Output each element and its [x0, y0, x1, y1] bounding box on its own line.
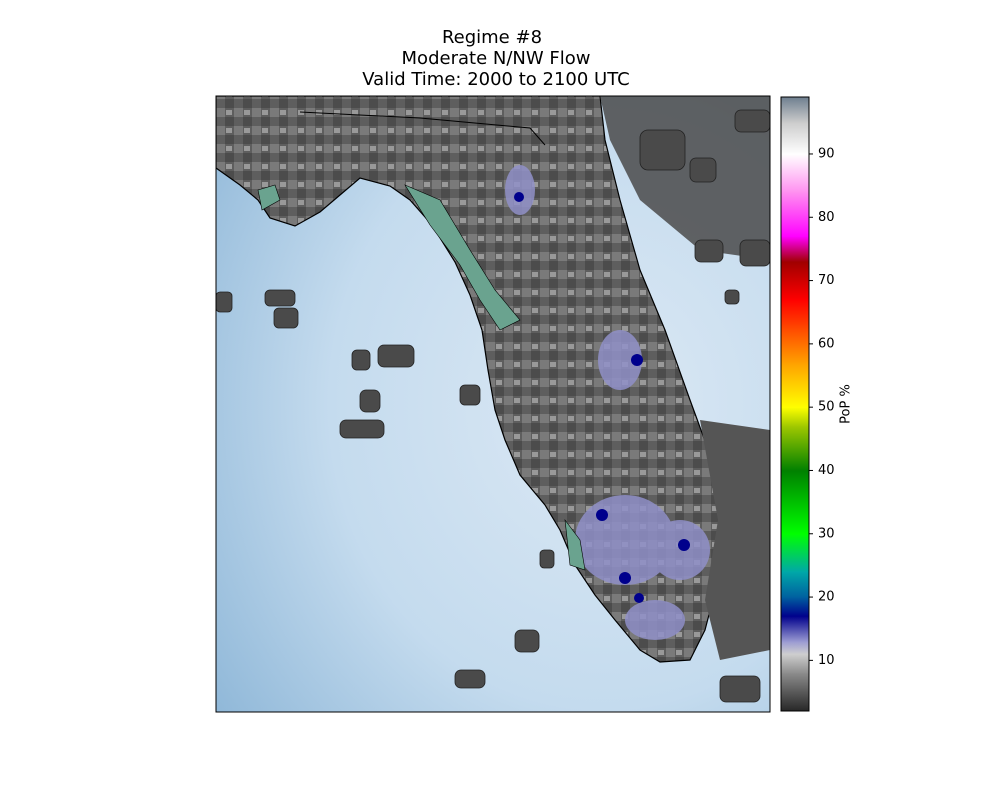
- colorbar-segment: [781, 571, 809, 598]
- colorbar-tick-label: 10: [818, 653, 835, 668]
- colorbar-tick-label: 80: [818, 210, 835, 225]
- title: Regime #8 Moderate N/NW Flow Valid Time:…: [362, 27, 629, 90]
- colorbar: 10 20 30 40 50 60 70 80 90: [780, 96, 835, 712]
- colorbar-tick-label: 50: [818, 400, 835, 415]
- title-line: Valid Time: 2000 to 2100 UTC: [362, 69, 629, 90]
- colorbar-segment: [781, 122, 809, 155]
- title-line: Regime #8: [442, 27, 542, 48]
- map-frame: [215, 95, 771, 713]
- colorbar-segment: [781, 97, 809, 123]
- colorbar-segment: [781, 299, 809, 326]
- colorbar-tick-label: 30: [818, 526, 835, 541]
- colorbar-tick-label: 60: [818, 336, 835, 351]
- colorbar-segment: [781, 426, 809, 471]
- colorbar-tick-label: 70: [818, 273, 835, 288]
- colorbar-segment: [781, 597, 809, 617]
- colorbar-tick-label: 90: [818, 146, 835, 161]
- title-line: Moderate N/NW Flow: [402, 48, 591, 69]
- colorbar-segment: [781, 407, 809, 427]
- colorbar-segment: [781, 673, 809, 712]
- colorbar-tick-label: 20: [818, 590, 835, 605]
- colorbar-label: PoP %: [839, 384, 854, 424]
- colorbar-segment: [781, 641, 809, 655]
- colorbar-segment: [781, 616, 809, 642]
- state-border: [299, 111, 546, 146]
- rain-area: [700, 420, 770, 660]
- colorbar-segment: [781, 362, 809, 408]
- colorbar-segment: [781, 654, 809, 674]
- colorbar-tick-label: 40: [818, 463, 835, 478]
- pop-peak: [514, 192, 690, 603]
- colorbar-segment: [781, 153, 809, 193]
- map-area: [216, 96, 770, 712]
- zero-pop-area: [257, 184, 586, 571]
- rain-area: [216, 96, 770, 260]
- colorbar-segment: [781, 533, 809, 573]
- colorbar-segment: [781, 191, 809, 237]
- colorbar-segment: [781, 236, 809, 263]
- colorbar-segment: [781, 261, 809, 301]
- rain-cell: [216, 109, 770, 703]
- colorbar-segment: [781, 470, 809, 535]
- colorbar-segment: [781, 324, 809, 364]
- colorbar-frame: [780, 96, 810, 712]
